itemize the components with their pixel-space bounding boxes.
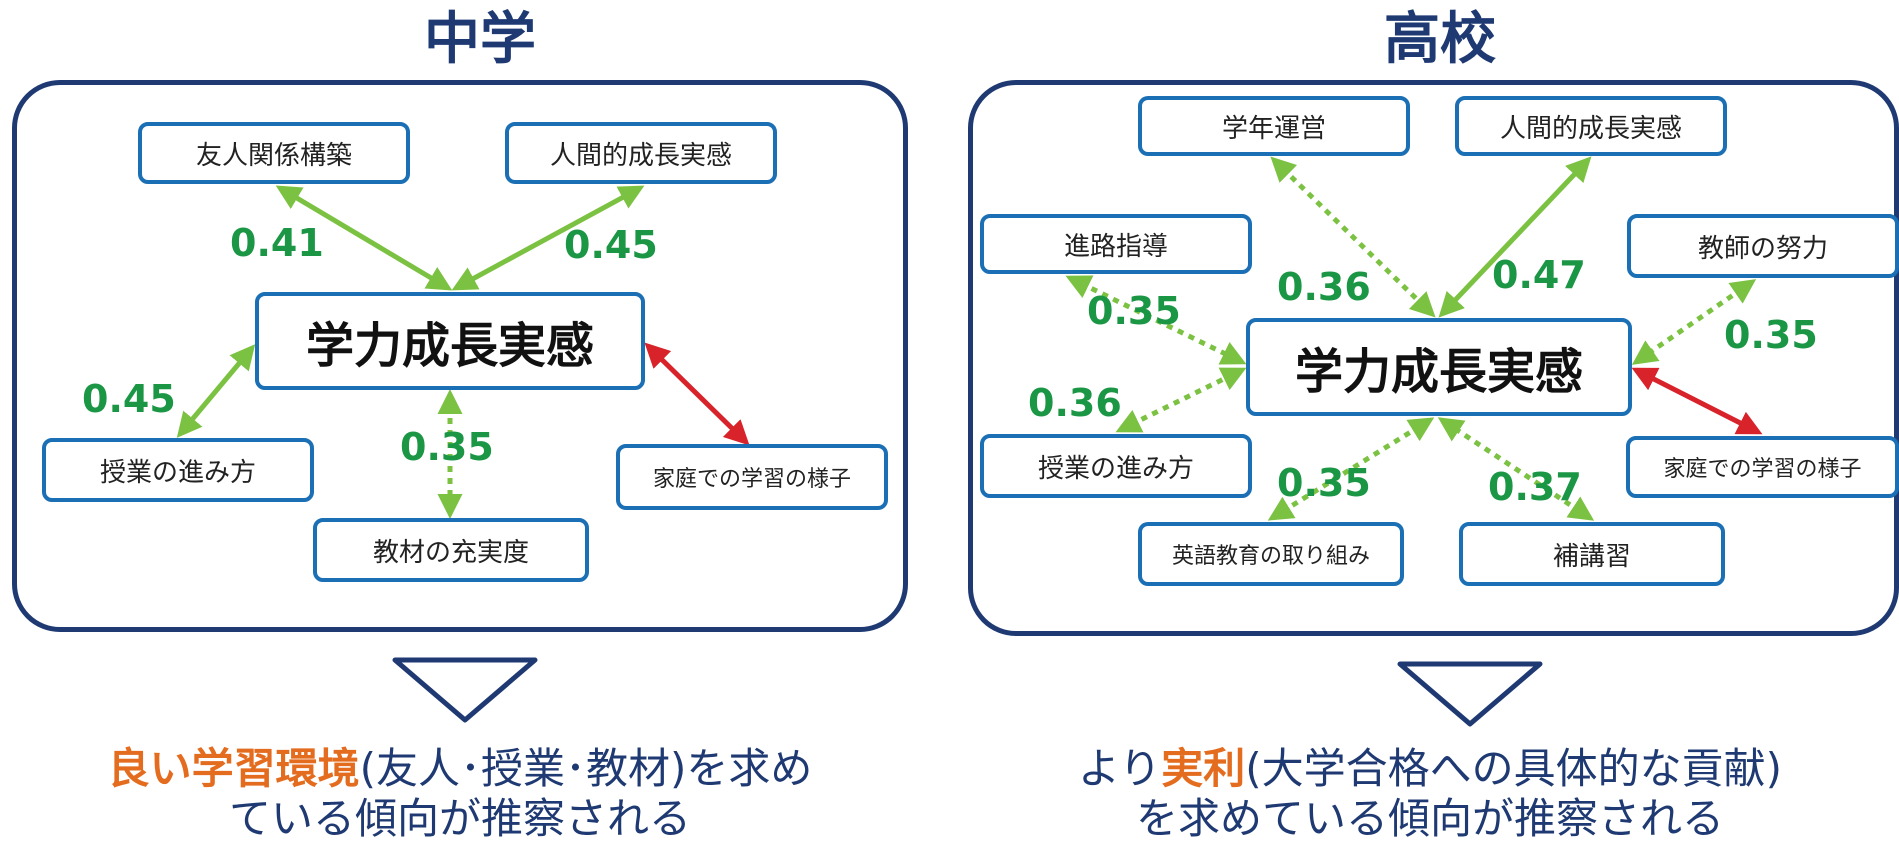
right-node-growth: 人間的成長実感 [1455, 96, 1727, 156]
left-coef-friend: 0.41 [230, 221, 324, 265]
left-title: 中学 [424, 7, 536, 72]
left-conclusion-highlight: 良い学習環境 [107, 744, 360, 793]
right-arrow-grade [1270, 156, 1436, 318]
right-node-center: 学力成長実感 [1246, 318, 1632, 416]
right-node-home: 家庭での学習の様子 [1626, 436, 1899, 498]
left-coef-material: 0.35 [400, 425, 494, 469]
right-conclusion-prefix: より [1078, 744, 1162, 793]
right-node-teacher: 教師の努力 [1627, 214, 1899, 278]
right-coef-lesson: 0.36 [1028, 381, 1122, 425]
right-title: 高校 [1384, 7, 1496, 72]
right-conclusion-line2: を求めている傾向が推察される [1135, 794, 1724, 844]
left-node-friend: 友人関係構築 [138, 122, 410, 184]
left-conclusion-line2: ている傾向が推察される [228, 794, 691, 844]
right-arrow-career [1065, 275, 1247, 365]
left-down-triangle [392, 657, 538, 723]
right-coef-grade: 0.36 [1277, 265, 1371, 309]
left-node-growth: 人間的成長実感 [505, 122, 777, 184]
left-node-lesson: 授業の進み方 [42, 438, 314, 502]
left-coef-lesson: 0.45 [82, 377, 176, 421]
left-conclusion-rest: (友人･授業･教材)を求め [359, 744, 813, 793]
right-node-career: 進路指導 [980, 214, 1252, 274]
right-node-supplement: 補講習 [1459, 522, 1725, 586]
right-arrow-lesson [1115, 367, 1247, 433]
right-node-grade: 学年運営 [1138, 96, 1410, 156]
right-conclusion-highlight: 実利 [1161, 744, 1246, 793]
right-arrow-growth [1438, 156, 1592, 318]
right-arrow-home [1631, 367, 1763, 435]
left-node-home: 家庭での学習の様子 [616, 444, 888, 510]
right-coef-career: 0.35 [1087, 289, 1181, 333]
left-arrow-lesson [176, 344, 256, 438]
left-coef-growth: 0.45 [564, 223, 658, 267]
right-conclusion: より実利(大学合格への具体的な貢献) を求めている傾向が推察される [990, 744, 1870, 845]
right-down-triangle [1397, 661, 1543, 727]
right-conclusion-rest: (大学合格への具体的な貢献) [1245, 744, 1782, 793]
left-arrow-home [644, 342, 750, 446]
right-coef-supplement: 0.37 [1488, 465, 1582, 509]
left-node-material: 教材の充実度 [313, 518, 589, 582]
left-node-center: 学力成長実感 [255, 292, 645, 390]
right-coef-teacher: 0.35 [1724, 313, 1818, 357]
right-node-lesson: 授業の進み方 [980, 434, 1252, 498]
left-conclusion: 良い学習環境(友人･授業･教材)を求め ている傾向が推察される [30, 744, 890, 845]
left-arrow-growth [451, 185, 645, 291]
right-coef-growth: 0.47 [1492, 253, 1586, 297]
right-coef-english: 0.35 [1277, 461, 1371, 505]
left-arrow-friend [275, 185, 453, 291]
right-arrow-supplement [1437, 417, 1595, 521]
right-node-english: 英語教育の取り組み [1138, 522, 1404, 586]
